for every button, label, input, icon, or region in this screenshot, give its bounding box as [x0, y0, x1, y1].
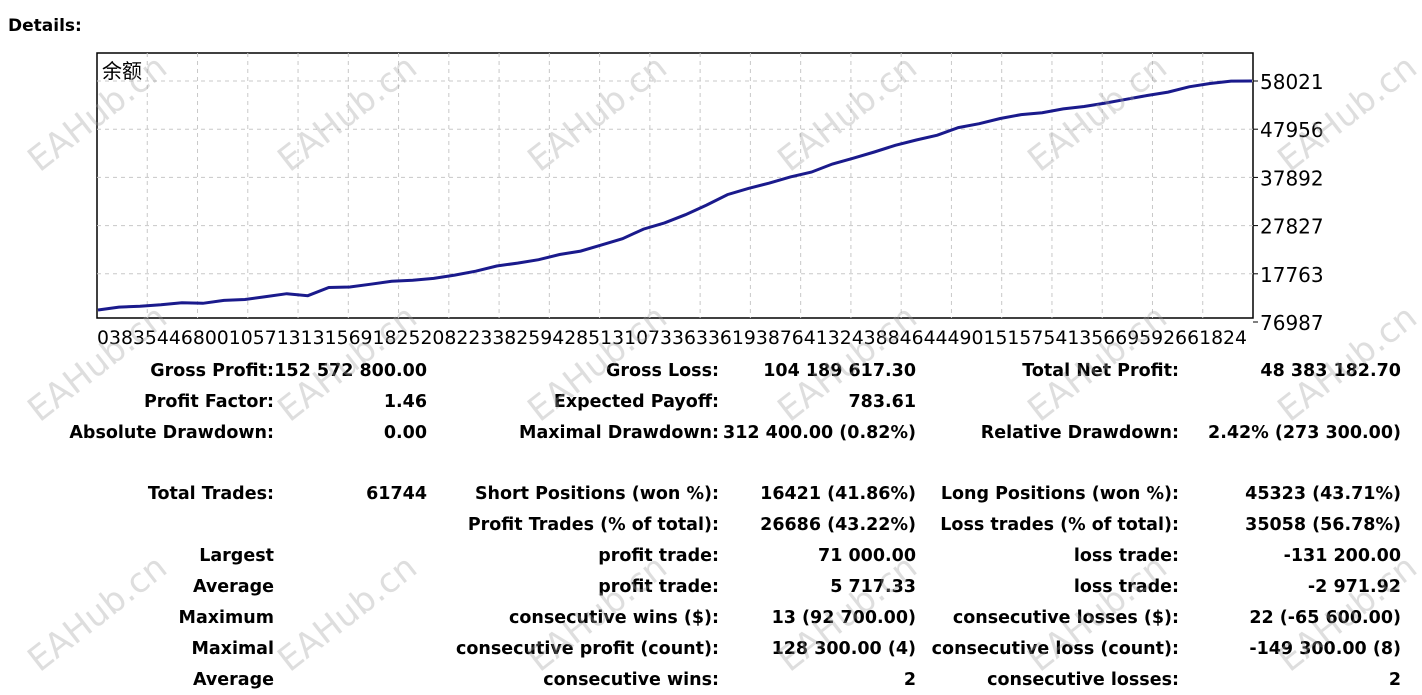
details-heading: Details:: [8, 16, 82, 36]
stats-cell-c5: Long Positions (won %):: [940, 483, 1179, 504]
stats-row: Profit Factor: 1.46 Expected Payoff: 783.61: [0, 386, 1401, 417]
stats-cell-c4: 13 (92 700.00): [771, 607, 916, 628]
stats-cell-c2: [274, 633, 427, 664]
stats-cell-c3: consecutive profit (count):: [456, 638, 719, 659]
stats-cell-c4: 2: [903, 669, 916, 690]
stats-cell-c5: Relative Drawdown:: [980, 422, 1179, 443]
stats-cell-c1: [0, 509, 274, 540]
stats-cell-c6: 35058 (56.78%): [1245, 514, 1401, 535]
stats-row: Average consecutive wins: 2 consecutive los…: [0, 664, 1401, 695]
stats-row: Largest profit trade: 71 000.00 loss trade:…: [0, 540, 1401, 571]
stats-cell-c5: [916, 386, 1179, 417]
stats-cell-c1: Total Trades:: [147, 483, 274, 504]
stats-cell-c1: Maximal: [191, 638, 274, 659]
stats-cell-c1: Gross Profit:: [150, 360, 274, 381]
stats-cell-c3: Expected Payoff:: [553, 391, 719, 412]
stats-cell-c1: Largest: [199, 545, 274, 566]
chart-plot-area: [96, 52, 1254, 319]
stats-cell-c4: 783.61: [848, 391, 916, 412]
stats-cell-c3: Short Positions (won %):: [474, 483, 719, 504]
stats-cell-c6: 45323 (43.71%): [1245, 483, 1401, 504]
stats-cell-c2: 0.00: [383, 422, 427, 443]
stats-cell-c1: Average: [192, 576, 274, 597]
stats-cell-c2: 152 572 800.00: [274, 360, 427, 381]
stats-cell-c3: Maximal Drawdown:: [519, 422, 719, 443]
stats-cell-c4: 128 300.00 (4): [771, 638, 916, 659]
stats-cell-c2: [274, 602, 427, 633]
stats-cell-c5: Total Net Profit:: [1022, 360, 1179, 381]
stats-cell-c2: [274, 509, 427, 540]
stats-cell-c2: [274, 664, 427, 695]
stats-cell-c1: Absolute Drawdown:: [69, 422, 274, 443]
stats-cell-c4: 312 400.00 (0.82%): [723, 422, 916, 443]
stats-cell-c5: consecutive losses ($):: [952, 607, 1179, 628]
chart-x-axis-labels: 0383544680010571313156918252082233825942…: [97, 327, 1247, 349]
stats-cell-c3: Gross Loss:: [606, 360, 719, 381]
stats-cell-c4: 5 717.33: [830, 576, 916, 597]
stats-cell-c5: consecutive losses:: [987, 669, 1179, 690]
stats-table: Gross Profit: 152 572 800.00 Gross Loss: 10…: [0, 355, 1401, 695]
stats-cell-c4: 26686 (43.22%): [760, 514, 916, 535]
y-tick-label: 76987: [1260, 311, 1324, 335]
balance-line: [97, 79, 1253, 312]
stats-cell-c6: [1179, 386, 1401, 417]
stats-cell-c3: Profit Trades (% of total):: [467, 514, 719, 535]
stats-cell-c4: 16421 (41.86%): [760, 483, 916, 504]
stats-cell-c6: -2 971.92: [1307, 576, 1401, 597]
stats-cell-c1: Profit Factor:: [143, 391, 274, 412]
stats-cell-c2: [274, 571, 427, 602]
stats-cell-c5: loss trade:: [1073, 545, 1179, 566]
stats-cell-c3: profit trade:: [598, 576, 719, 597]
stats-cell-c4: 71 000.00: [818, 545, 916, 566]
stats-cell-c1: Average: [192, 669, 274, 690]
y-tick-label: 47956: [1260, 118, 1324, 142]
stats-cell-c3: consecutive wins:: [543, 669, 719, 690]
chart-grid: [97, 53, 1253, 318]
stats-row: Average profit trade: 5 717.33 loss trade: -…: [0, 571, 1401, 602]
stats-cell-c6: 2: [1388, 669, 1401, 690]
stats-row: Profit Trades (% of total): 26686 (43.22%…: [0, 509, 1401, 540]
stats-row: Gross Profit: 152 572 800.00 Gross Loss: 10…: [0, 355, 1401, 386]
balance-chart: 58021 47956 37892 27827 17763 76987 余额 038354…: [96, 52, 1324, 349]
stats-cell-c6: 48 383 182.70: [1260, 360, 1401, 381]
stats-cell-c5: consecutive loss (count):: [931, 638, 1179, 659]
stats-row: Total Trades: 61744 Short Positions (won %…: [0, 478, 1401, 509]
y-tick-label: 58021: [1260, 70, 1324, 94]
stats-row: Absolute Drawdown: 0.00 Maximal Drawdown: 3…: [0, 417, 1401, 448]
chart-y-axis: 58021 47956 37892 27827 17763 76987: [1253, 70, 1324, 335]
stats-cell-c3: consecutive wins ($):: [508, 607, 719, 628]
stats-cell-c6: 2.42% (273 300.00): [1208, 422, 1401, 443]
y-tick-label: 17763: [1260, 263, 1324, 287]
stats-cell-c6: 22 (-65 600.00): [1249, 607, 1401, 628]
stats-cell-c3: profit trade:: [598, 545, 719, 566]
stats-row: Maximal consecutive profit (count): 128 30…: [0, 633, 1401, 664]
stats-cell-c5: Loss trades (% of total):: [940, 514, 1179, 535]
stats-cell-c5: loss trade:: [1073, 576, 1179, 597]
stats-cell-c4: 104 189 617.30: [763, 360, 916, 381]
stats-cell-c2: 61744: [366, 483, 427, 504]
stats-row: Maximum consecutive wins ($): 13 (92 700.0…: [0, 602, 1401, 633]
stats-cell-c6: -149 300.00 (8): [1249, 638, 1401, 659]
stats-cell-c6: -131 200.00: [1283, 545, 1401, 566]
stats-spacer: [0, 448, 1401, 478]
chart-title: 余额: [102, 59, 142, 83]
stats-cell-c2: [274, 540, 427, 571]
y-tick-label: 27827: [1260, 215, 1324, 239]
stats-cell-c1: Maximum: [178, 607, 274, 628]
y-tick-label: 37892: [1260, 166, 1324, 190]
stats-cell-c2: 1.46: [383, 391, 427, 412]
